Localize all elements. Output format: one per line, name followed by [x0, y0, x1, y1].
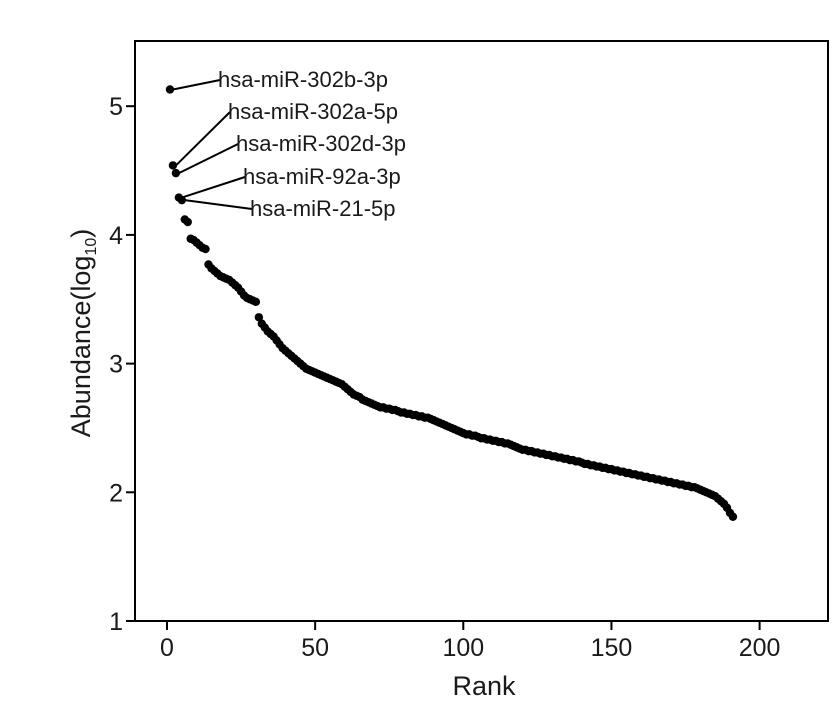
x-tick-label: 50 [301, 634, 329, 662]
x-tick-label: 150 [591, 634, 633, 662]
y-tick-label: 3 [109, 351, 123, 379]
x-axis: 0 50 100 150 200 [160, 621, 780, 662]
data-point [168, 161, 178, 170]
data-point [171, 168, 181, 178]
data-point [165, 85, 175, 94]
y-axis-title-main: Abundance(log [66, 256, 96, 438]
y-axis-title: Abundance(log10) [66, 229, 100, 437]
y-tick-label: 2 [109, 479, 123, 507]
annotation-leader [184, 199, 253, 210]
plot-frame [134, 40, 829, 622]
annotation-leader [175, 111, 231, 167]
x-axis-title: Rank [452, 671, 516, 701]
data-point [728, 512, 738, 521]
annotation-label: hsa-miR-302b-3p [218, 67, 388, 92]
annotation-leader [172, 79, 221, 91]
annotation-label: hsa-miR-21-5p [250, 196, 396, 221]
y-tick-label: 5 [109, 93, 123, 121]
annotation-label: hsa-miR-92a-3p [243, 164, 401, 189]
y-axis: 1 2 3 4 5 [109, 93, 135, 636]
data-point [177, 195, 187, 205]
y-tick-label: 4 [109, 222, 123, 250]
data-point [251, 297, 261, 307]
annotation-leader [178, 143, 239, 175]
data-point [183, 217, 192, 227]
data-point [201, 244, 210, 254]
annotation-label: hsa-miR-302d-3p [236, 131, 406, 156]
y-tick-label: 1 [109, 608, 123, 636]
annotation-leader [181, 176, 246, 199]
x-tick-label: 200 [739, 634, 781, 662]
annotations: hsa-miR-302b-3p hsa-miR-302a-5p hsa-miR-30… [172, 67, 406, 221]
data-point [254, 313, 264, 322]
x-tick-label: 100 [442, 634, 484, 662]
annotation-label: hsa-miR-302a-5p [228, 99, 398, 124]
x-tick-label: 0 [160, 634, 174, 662]
y-axis-title-subscript: 10 [83, 238, 100, 256]
data-points [165, 85, 738, 521]
y-axis-title-close: ) [66, 229, 96, 238]
